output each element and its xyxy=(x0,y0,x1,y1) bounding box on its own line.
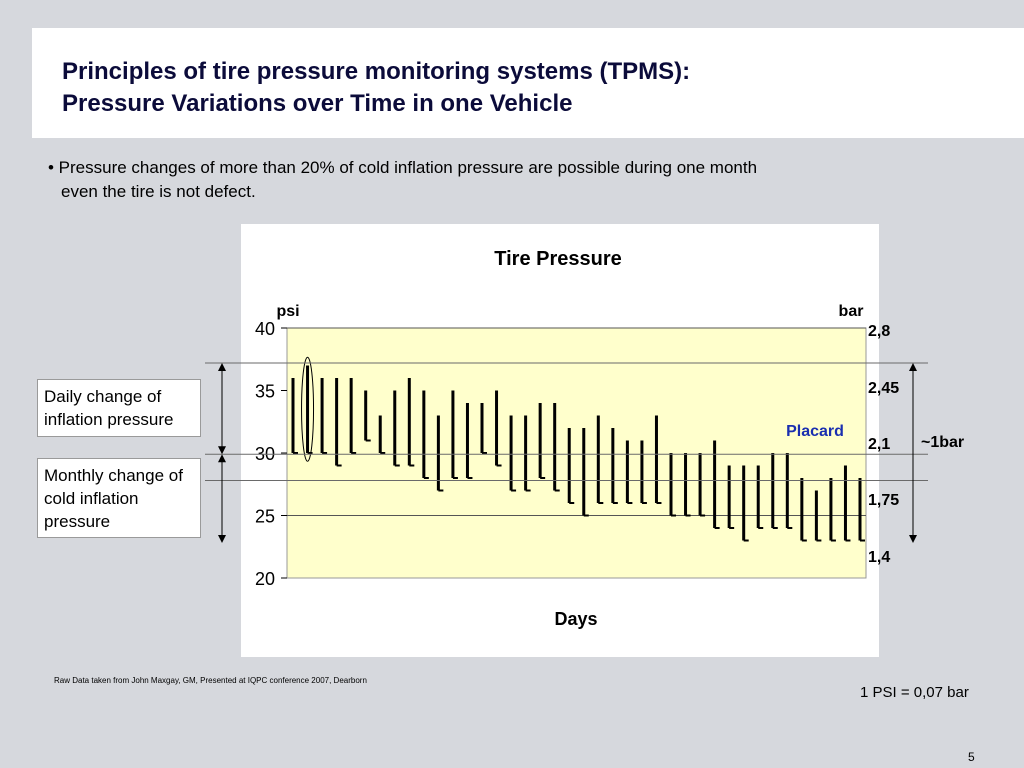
one-bar-label: ~1bar xyxy=(921,434,964,451)
title-box: Principles of tire pressure monitoring s… xyxy=(32,28,1024,138)
daily-change-box: Daily change of inflation pressure xyxy=(37,379,201,437)
slide-title-line-1: Principles of tire pressure monitoring s… xyxy=(62,58,691,85)
one-bar-arrow-head-top xyxy=(909,363,917,371)
chart-title: Tire Pressure xyxy=(494,248,622,270)
page-number: 5 xyxy=(968,750,975,764)
bullet-line-1: • Pressure changes of more than 20% of c… xyxy=(48,158,758,177)
daily-change-arrow-head-bottom xyxy=(218,446,226,455)
slide-title-line-2: Pressure Variations over Time in one Veh… xyxy=(62,90,573,117)
monthly-change-arrow-head-top xyxy=(218,454,226,463)
x-axis-label: Days xyxy=(554,609,597,629)
bullet-text: • Pressure changes of more than 20% of c… xyxy=(48,156,757,204)
placard-label: Placard xyxy=(786,423,844,440)
y-tick-label: 30 xyxy=(255,444,275,464)
plot-area xyxy=(286,327,867,579)
y-tick-label: 25 xyxy=(255,507,275,527)
y-tick-label: 20 xyxy=(255,569,275,589)
chart-panel: Tire Pressure Days psi bar 20 25 30 35 40 Placard xyxy=(241,224,879,657)
psi-bar-conversion: 1 PSI = 0,07 bar xyxy=(860,684,969,701)
source-note: Raw Data taken from John Maxgay, GM, Pre… xyxy=(54,676,367,685)
daily-change-highlight xyxy=(301,356,315,462)
tire-pressure-chart: Tire Pressure Days psi bar 20 25 30 35 40 Placard xyxy=(255,248,867,629)
y-axis-label-psi: psi xyxy=(276,303,299,320)
daily-change-arrow-head-top xyxy=(218,363,226,371)
monthly-change-arrow-head-bottom xyxy=(218,535,226,543)
bullet-line-2: even the tire is not defect. xyxy=(61,182,256,201)
y-tick-label: 35 xyxy=(255,382,275,402)
y-tick-label: 40 xyxy=(255,319,275,339)
monthly-change-box: Monthly change of cold inflation pressur… xyxy=(37,458,201,538)
one-bar-arrow-head-bottom xyxy=(909,535,917,543)
y-axis-label-bar: bar xyxy=(839,303,864,320)
